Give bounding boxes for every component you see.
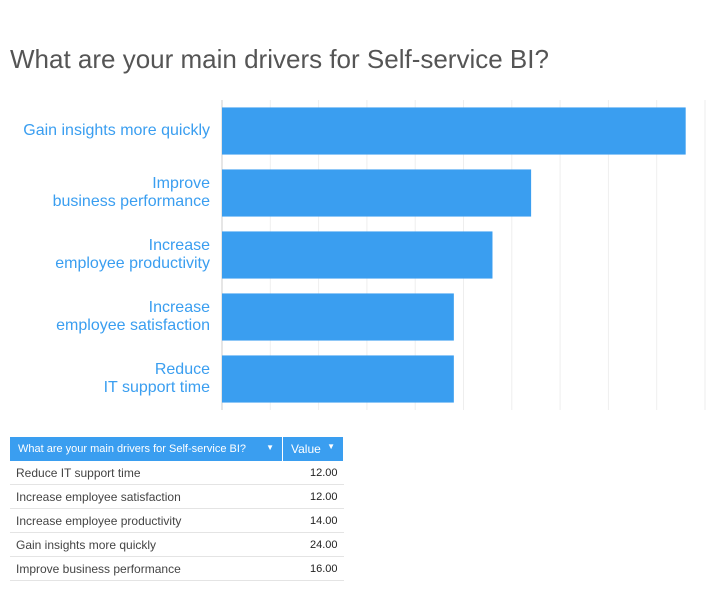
bar [222,107,686,155]
table-row: Improve business performance 16.00 [10,556,344,581]
category-label: Reduce IT support time [103,361,210,396]
header-cell[interactable]: What are your main drivers for Self-serv… [10,437,283,461]
table-cell: Increase employee productivity [10,508,283,533]
category-label: Gain insights more quickly [23,122,210,139]
chart-title: What are your main drivers for Self-serv… [10,44,549,74]
table-cell: Increase employee satisfaction [10,484,283,509]
category-label: Increase employee productivity [55,237,210,272]
bar [222,293,454,341]
table-header: What are your main drivers for Self-serv… [10,437,344,461]
chart [221,100,706,410]
table-row: Increase employee satisfaction 12.00 [10,484,344,509]
header-text: What are your main drivers for Self-serv… [18,443,247,455]
table-cell: Gain insights more quickly [10,532,283,557]
category-label: Increase employee satisfaction [56,299,210,334]
category-label: Improve business performance [52,175,210,210]
table-row: Gain insights more quickly 24.00 [10,532,344,557]
sort-icon[interactable]: ▼ [266,443,274,452]
header-text: Value [291,442,321,456]
table-cell: 14.00 [282,508,344,533]
header-cell[interactable]: Value ▼ [282,437,344,461]
bar [222,355,454,403]
table-row: Increase employee productivity 14.00 [10,508,344,533]
bar [222,169,532,217]
table-cell: Reduce IT support time [10,461,283,485]
bar [222,231,493,279]
table-cell: 16.00 [282,556,344,581]
table-cell: 24.00 [282,532,344,557]
table-cell: Improve business performance [10,556,283,581]
table-row: Reduce IT support time 12.00 [10,461,344,485]
data-table: What are your main drivers for Self-serv… [10,437,344,581]
table-cell: 12.00 [282,484,344,509]
table-cell: 12.00 [282,461,344,485]
sort-icon[interactable]: ▼ [327,442,335,451]
